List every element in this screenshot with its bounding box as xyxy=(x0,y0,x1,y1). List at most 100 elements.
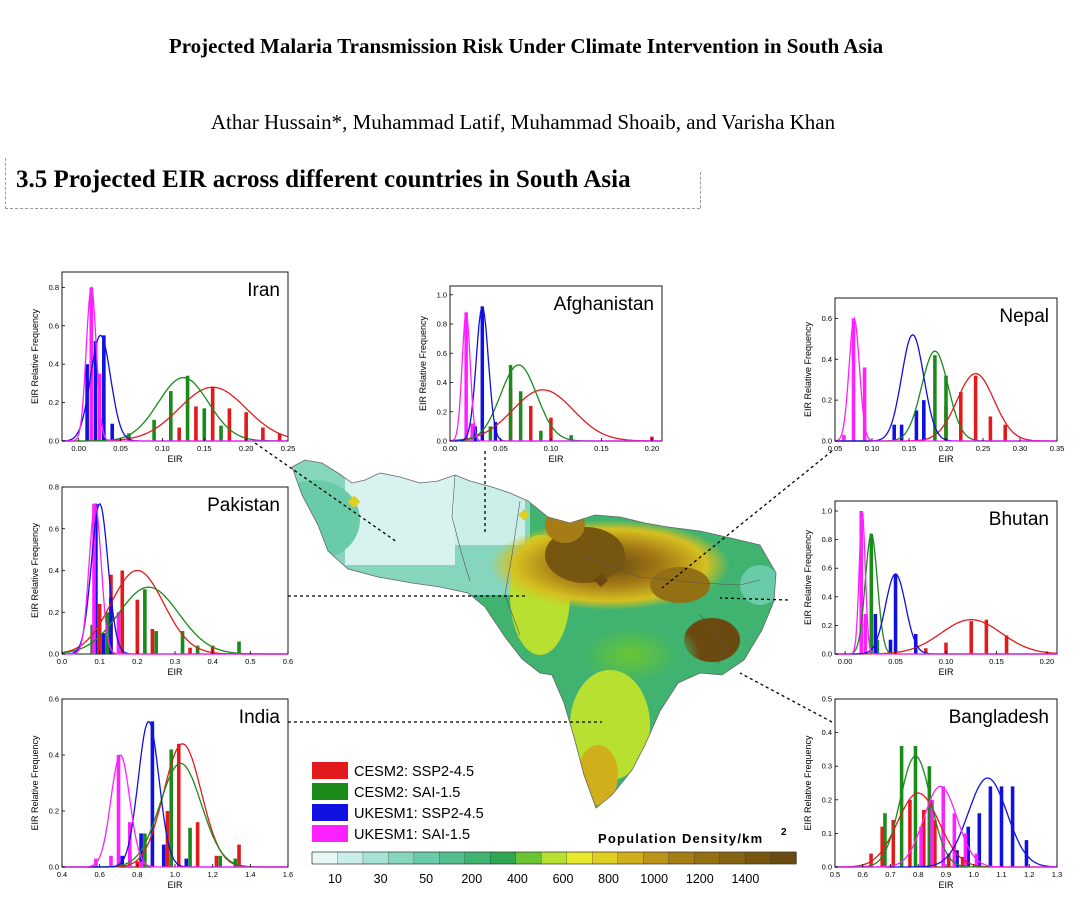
colorbar-label: 50 xyxy=(419,872,433,886)
histogram-bar xyxy=(473,426,477,441)
x-tick-label: 0.30 xyxy=(1013,444,1028,453)
x-tick-label: 0.00 xyxy=(838,657,853,666)
histogram-bar xyxy=(842,434,846,441)
author-list: Athar Hussain*, Muhammad Latif, Muhammad… xyxy=(210,110,836,134)
y-tick-label: 0.2 xyxy=(49,807,59,816)
y-axis-label: EIR Relative Frequency xyxy=(803,529,813,625)
histogram-bar xyxy=(110,423,115,441)
legend-item-ukesm1-ssp245: UKESM1: SSP2-4.5 xyxy=(312,804,484,822)
legend-item-cesm2-ssp245: CESM2: SSP2-4.5 xyxy=(312,762,474,780)
x-tick-label: 0.05 xyxy=(828,444,843,453)
y-tick-label: 1.0 xyxy=(437,290,447,299)
x-tick-label: 0.8 xyxy=(132,870,142,879)
fit-curve xyxy=(449,312,662,442)
x-tick-label: 0.6 xyxy=(283,657,293,666)
x-axis-label: EIR xyxy=(167,454,183,464)
x-tick-label: 1.2 xyxy=(207,870,217,879)
x-tick-label: 0.15 xyxy=(989,657,1004,666)
histogram-bar xyxy=(488,426,493,441)
legend-item-cesm2-sai15: CESM2: SAI-1.5 xyxy=(312,783,460,801)
histogram-bar xyxy=(152,419,156,441)
histogram-bar xyxy=(154,631,158,654)
histogram-bar xyxy=(944,375,948,441)
histogram-bar xyxy=(214,855,219,867)
histogram-bar xyxy=(869,533,874,654)
histogram-bar xyxy=(233,858,238,867)
colorbar-cell xyxy=(362,851,390,865)
histogram-bar xyxy=(1003,424,1007,441)
histogram-bar xyxy=(974,853,979,867)
histogram-bar xyxy=(927,766,932,867)
histogram-bar xyxy=(120,570,125,654)
y-tick-label: 0.2 xyxy=(437,407,447,416)
x-tick-label: 0.00 xyxy=(71,444,86,453)
south-asia-map xyxy=(291,459,777,809)
x-tick-label: 0.6 xyxy=(94,870,104,879)
chart-afghanistan: 0.00 0.05 0.10 0.15 0.20 0.0 0.2 0.4 0.6 0.8 1.0 EI… xyxy=(418,285,663,464)
y-axis-label: EIR Relative Frequency xyxy=(418,315,428,411)
histogram-bar xyxy=(89,287,94,441)
legend-swatch xyxy=(312,783,348,800)
y-axis-label: EIR Relative Frequency xyxy=(30,308,40,404)
legend-swatch xyxy=(312,825,348,842)
histogram-bar xyxy=(90,624,94,654)
colorbar-outline xyxy=(311,851,797,865)
histogram-bar xyxy=(899,746,904,867)
histogram-bar xyxy=(508,364,513,441)
histogram-bar xyxy=(127,433,131,441)
x-tick-label: 1.6 xyxy=(283,870,293,879)
y-tick-label: 0.1 xyxy=(822,829,832,838)
y-tick-label: 0.8 xyxy=(49,483,59,492)
y-tick-label: 0.6 xyxy=(49,321,59,330)
colorbar-cell xyxy=(413,851,441,865)
chart-title: India xyxy=(239,707,281,728)
colorbar-cell xyxy=(566,851,593,865)
chart-iran: 0.00 0.05 0.10 0.15 0.20 0.25 0.0 0.2 0.4 0.6 0.8 E… xyxy=(30,271,295,464)
histogram-bar xyxy=(859,511,864,654)
y-axis-label: EIR Relative Frequency xyxy=(30,735,40,831)
histogram-bar xyxy=(960,856,965,867)
y-tick-label: 0.4 xyxy=(822,728,832,737)
colorbar-cell xyxy=(643,851,670,865)
histogram-bar xyxy=(955,850,959,867)
histogram-bar xyxy=(109,855,113,867)
colorbar-cell xyxy=(744,851,772,865)
histogram-bar xyxy=(529,405,533,441)
y-tick-label: 0.8 xyxy=(437,320,447,329)
x-tick-label: 0.1 xyxy=(94,657,104,666)
histogram-bar xyxy=(202,408,207,441)
y-tick-label: 0.2 xyxy=(49,398,59,407)
colorbar-title-superscript: 2 xyxy=(781,827,787,838)
colorbar-cell xyxy=(388,851,415,865)
colorbar-cell xyxy=(337,851,364,865)
histogram-bar xyxy=(85,364,89,441)
chart-title: Iran xyxy=(247,280,280,301)
x-tick-label: 0.5 xyxy=(245,657,255,666)
paper-title: Projected Malaria Transmission Risk Unde… xyxy=(168,34,884,58)
y-tick-label: 0.4 xyxy=(49,566,59,575)
chart-title: Afghanistan xyxy=(554,294,654,315)
legend-label: CESM2: SAI-1.5 xyxy=(354,785,460,801)
x-tick-label: 1.4 xyxy=(245,870,255,879)
x-tick-label: 0.10 xyxy=(544,444,559,453)
histogram-bar xyxy=(127,822,132,867)
histogram-bar xyxy=(893,573,898,654)
y-tick-label: 0.6 xyxy=(822,564,832,573)
plot-frame xyxy=(449,285,663,442)
histogram-bar xyxy=(1024,840,1029,867)
colorbar-cell xyxy=(464,851,491,865)
histogram-bar xyxy=(176,743,181,867)
fit-curve xyxy=(835,785,1057,868)
x-tick-label: 0.10 xyxy=(939,657,954,666)
histogram-bar xyxy=(237,641,241,654)
y-axis-label: EIR Relative Frequency xyxy=(803,321,813,417)
histogram-bar xyxy=(569,435,573,441)
colorbar-label: 30 xyxy=(374,872,388,886)
x-tick-label: 0.35 xyxy=(1050,444,1065,453)
x-tick-label: 0.15 xyxy=(197,444,212,453)
histogram-bar xyxy=(914,410,919,441)
histogram-bar xyxy=(135,599,140,654)
histogram-bar xyxy=(184,858,189,867)
histogram-panels: 0.00 0.05 0.10 0.15 0.20 0.25 0.0 0.2 0.4 0.6 0.8 E… xyxy=(30,271,1065,890)
histogram-bar xyxy=(941,786,946,867)
